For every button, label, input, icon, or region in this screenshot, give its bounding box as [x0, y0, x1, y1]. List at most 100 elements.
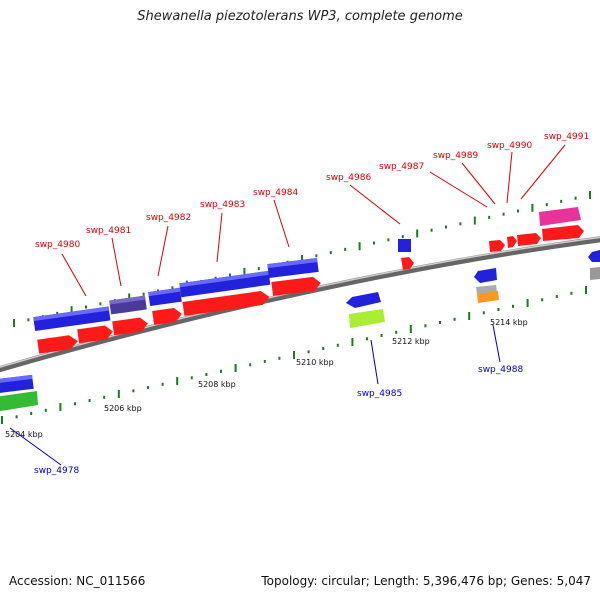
gene-label-swp_4988[interactable]: swp_4988	[478, 365, 523, 375]
gene-swp_4991-block[interactable]	[539, 207, 581, 226]
tick-label-5212: 5212 kbp	[392, 337, 430, 346]
gene-arrow-2[interactable]	[77, 325, 114, 344]
feature-green-left[interactable]	[0, 391, 38, 412]
reverse-tick	[541, 298, 544, 302]
gene-swp_4980-block[interactable]	[33, 306, 111, 331]
reverse-tick	[147, 386, 149, 389]
reverse-tick	[380, 334, 383, 337]
reverse-tick	[15, 415, 18, 419]
reverse-tick	[220, 369, 222, 373]
feature-edge-gray[interactable]	[590, 267, 600, 280]
reverse-tick	[336, 343, 339, 347]
map-title: Shewanella piezotolerans WP3, complete g…	[137, 9, 463, 24]
forward-tick	[128, 293, 131, 302]
gene-swp_4978-block[interactable]	[0, 374, 34, 394]
gene-label-swp_4986[interactable]: swp_4986	[326, 173, 371, 183]
gene-arrow-8[interactable]	[489, 240, 505, 252]
reverse-tick	[570, 291, 573, 295]
gene-label-swp_4984[interactable]: swp_4984	[253, 188, 298, 198]
reverse-tick	[176, 377, 179, 385]
forward-tick	[545, 203, 548, 207]
forward-tick	[473, 216, 476, 225]
gene-arrow-11[interactable]	[542, 225, 584, 241]
gene-edge-arrow[interactable]	[588, 250, 600, 262]
gene-arrow-4[interactable]	[152, 307, 183, 325]
reverse-tick	[366, 337, 368, 341]
gene-arrow-3[interactable]	[112, 317, 149, 336]
reverse-tick	[205, 373, 208, 376]
gene-label-swp_4983[interactable]: swp_4983	[200, 200, 245, 210]
gene-label-swp_4991[interactable]: swp_4991	[544, 132, 589, 142]
forward-tick	[531, 203, 534, 212]
forward-tick	[99, 302, 102, 306]
accession-text: Accession: NC_011566	[9, 574, 146, 588]
forward-tick	[574, 196, 577, 200]
gene-label-swp_4990[interactable]: swp_4990	[487, 141, 532, 151]
reverse-tick	[117, 390, 120, 398]
forward-tick-track	[13, 191, 591, 327]
reverse-label-leaders	[9, 324, 501, 466]
forward-gene-labels: swp_4980 swp_4981 swp_4982 swp_4983 swp_…	[35, 132, 589, 250]
forward-tick	[358, 242, 361, 251]
reverse-tick	[585, 286, 587, 294]
gene-swp_4988-arrow[interactable]	[474, 268, 497, 283]
forward-tick	[229, 273, 231, 277]
gene-arrow-10[interactable]	[517, 233, 541, 246]
gene-arrow-5[interactable]	[182, 290, 270, 316]
gene-swp_4986-block[interactable]	[398, 239, 411, 252]
reverse-tick	[482, 311, 485, 315]
tick-labels: 5204 kbp 5206 kbp 5208 kbp 5210 kbp 5212…	[5, 318, 528, 439]
gene-arrow-9[interactable]	[507, 236, 517, 248]
tick-label-5206: 5206 kbp	[104, 404, 142, 413]
gene-label-swp_4982[interactable]: swp_4982	[146, 213, 191, 223]
forward-tick	[589, 191, 591, 199]
reverse-tick-track	[1, 286, 587, 424]
reverse-tick	[234, 364, 237, 372]
feature-orange-small[interactable]	[477, 291, 499, 303]
reverse-tick	[512, 304, 514, 308]
gene-label-swp_4978[interactable]: swp_4978	[34, 466, 79, 476]
reverse-tick	[88, 399, 91, 402]
feature-green-lime[interactable]	[349, 309, 385, 328]
reverse-tick	[453, 317, 456, 321]
forward-tick	[301, 255, 303, 263]
reverse-tick	[103, 395, 106, 399]
gene-swp_4981-block[interactable]	[109, 295, 147, 315]
reverse-tick	[351, 338, 354, 346]
forward-tick	[416, 229, 419, 238]
reverse-tick	[74, 402, 76, 406]
forward-label-leaders	[61, 144, 566, 297]
forward-tick	[56, 311, 59, 315]
gene-swp_4984-block[interactable]	[267, 258, 319, 278]
gene-arrow-7[interactable]	[401, 257, 414, 270]
reverse-tick	[190, 376, 193, 380]
forward-tick	[142, 292, 145, 296]
forward-tick	[373, 241, 375, 245]
gene-label-swp_4985[interactable]: swp_4985	[357, 389, 402, 399]
forward-tick	[329, 251, 332, 255]
reverse-tick	[278, 356, 281, 360]
gene-label-swp_4981[interactable]: swp_4981	[86, 226, 131, 236]
gene-arrow-1[interactable]	[37, 334, 79, 354]
gene-label-swp_4980[interactable]: swp_4980	[35, 240, 80, 250]
forward-tick	[445, 225, 447, 229]
forward-tick	[70, 306, 73, 315]
gene-label-swp_4989[interactable]: swp_4989	[433, 151, 478, 161]
forward-tick	[401, 235, 404, 239]
forward-strand-genes	[37, 207, 584, 354]
reverse-tick	[293, 351, 295, 359]
gene-swp_4983-block[interactable]	[179, 270, 271, 298]
forward-tick	[257, 267, 260, 271]
reverse-tick	[424, 324, 427, 328]
gene-label-swp_4987[interactable]: swp_4987	[379, 162, 424, 172]
reverse-tick	[409, 325, 412, 333]
gene-swp_4982-block[interactable]	[148, 287, 182, 307]
reverse-tick	[132, 389, 135, 393]
feature-gray-small[interactable]	[476, 285, 497, 294]
gene-swp_4985-arrow[interactable]	[346, 292, 381, 308]
reverse-tick	[555, 295, 558, 298]
reverse-tick	[249, 363, 252, 367]
gene-arrow-6[interactable]	[271, 276, 321, 296]
reverse-tick	[263, 360, 266, 363]
